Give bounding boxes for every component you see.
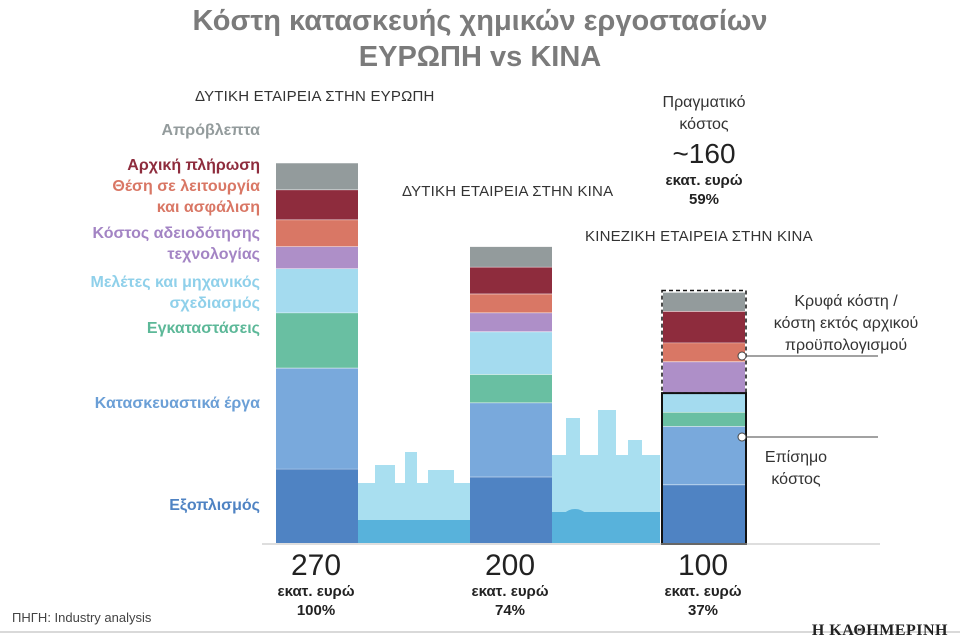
category-label-licensing-1: Κόστος αδειοδότησης	[92, 225, 260, 242]
hidden-cost-leader-dot	[737, 351, 747, 361]
chart-subtitle: ΕΥΡΩΠΗ vs ΚΙΝΑ	[358, 41, 602, 73]
bar-unforeseen-1	[470, 246, 552, 267]
total-value-europe: 270	[290, 549, 342, 582]
bar-unforeseen-0	[276, 162, 358, 190]
bar-equipment-2	[663, 484, 745, 543]
bar-construction-1	[470, 402, 552, 477]
bar-initial_fill-2	[663, 311, 745, 343]
category-label-installations: Εγκαταστάσεις	[146, 320, 260, 337]
real-cost-label-2: κόστος	[679, 116, 729, 133]
category-label-initial-fill: Αρχική πλήρωση	[127, 157, 260, 174]
total-percent-europe: 100%	[296, 602, 336, 619]
real-cost-unit: εκατ. ευρώ	[665, 172, 743, 189]
skyline-sphere	[559, 509, 591, 541]
bar-equipment-0	[276, 468, 358, 543]
chart-title: Κόστη κατασκευής χημικών εργοστασίων	[192, 5, 768, 37]
group-label-western-china: ΔΥΤΙΚΗ ΕΤΑΙΡΕΙΑ ΣΤΗΝ ΚΙΝΑ	[402, 183, 614, 200]
total-value-chinese-china: 100	[677, 549, 729, 582]
group-label-chinese-china: ΚΙΝΕΖΙΚΗ ΕΤΑΙΡΕΙΑ ΣΤΗΝ ΚΙΝΑ	[585, 228, 813, 245]
hidden-cost-label-3: προϋπολογισμού	[784, 337, 908, 354]
bar-licensing-0	[276, 246, 358, 269]
bar-engineering-2	[663, 393, 745, 412]
source-note: ΠΗΓΗ: Industry analysis	[12, 610, 152, 625]
footer-divider	[0, 631, 960, 633]
bar-licensing-1	[470, 312, 552, 332]
bar-construction-0	[276, 367, 358, 469]
category-label-unforeseen: Απρόβλεπτα	[161, 122, 260, 139]
real-cost-value: ~160	[672, 138, 736, 169]
publisher-logo: Η ΚΑΘΗΜΕΡΙΝΗ	[811, 622, 948, 639]
category-label-licensing-2: τεχνολογίας	[167, 246, 260, 263]
bar-commissioning-2	[663, 342, 745, 362]
bar-installations-0	[276, 312, 358, 368]
category-label-commissioning-2: και ασφάλιση	[156, 199, 260, 216]
hidden-cost-label-2: κόστη εκτός αρχικού	[773, 315, 919, 332]
category-label-equipment: Εξοπλισμός	[169, 497, 260, 514]
category-label-construction: Κατασκευαστικά έργα	[94, 395, 260, 412]
bar-licensing-2	[663, 361, 745, 394]
bar-engineering-0	[276, 268, 358, 313]
bar-commissioning-0	[276, 219, 358, 247]
category-label-commissioning-1: Θέση σε λειτουργία	[112, 178, 260, 195]
real-cost-label-1: Πραγματικό	[662, 94, 746, 111]
total-unit-chinese-china: εκατ. ευρώ	[664, 583, 742, 600]
real-cost-percent: 59%	[688, 191, 720, 208]
official-cost-leader-dot	[737, 432, 747, 442]
official-cost-label-1: Επίσημο	[764, 449, 828, 466]
bar-construction-2	[663, 426, 745, 485]
total-percent-chinese-china: 37%	[687, 602, 719, 619]
bar-initial_fill-1	[470, 266, 552, 294]
bar-initial_fill-0	[276, 189, 358, 220]
bar-engineering-1	[470, 331, 552, 375]
bar-installations-1	[470, 374, 552, 403]
bar-equipment-1	[470, 476, 552, 543]
total-percent-western-china: 74%	[494, 602, 526, 619]
total-value-western-china: 200	[484, 549, 536, 582]
bar-commissioning-1	[470, 293, 552, 313]
total-unit-western-china: εκατ. ευρώ	[471, 583, 549, 600]
category-label-engineering-1: Μελέτες και μηχανικός	[90, 274, 260, 291]
total-unit-europe: εκατ. ευρώ	[277, 583, 355, 600]
skyline-tower-3	[598, 410, 616, 543]
skyline-pipes-1	[358, 520, 470, 543]
bar-installations-2	[663, 412, 745, 427]
hidden-cost-label-1: Κρυφά κόστη /	[794, 293, 898, 310]
group-label-europe: ΔΥΤΙΚΗ ΕΤΑΙΡΕΙΑ ΣΤΗΝ ΕΥΡΩΠΗ	[195, 88, 435, 105]
category-label-engineering-2: σχεδιασμός	[169, 295, 260, 312]
official-cost-label-2: κόστος	[771, 471, 821, 488]
hidden-cost-frame	[661, 289, 747, 394]
bar-unforeseen-2	[663, 292, 745, 311]
